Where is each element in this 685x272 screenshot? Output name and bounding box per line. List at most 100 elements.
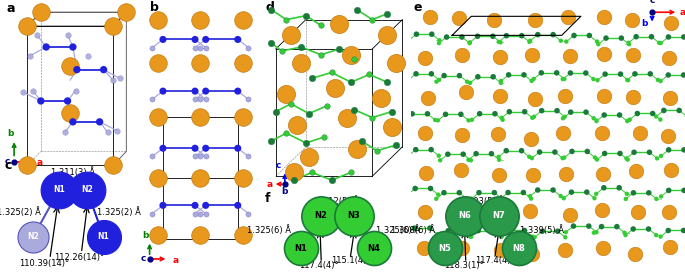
Point [631,35,642,39]
Point [590,155,601,160]
Text: 1.311(3) Å: 1.311(3) Å [51,167,95,177]
Text: b: b [7,129,13,138]
Point [18,90,29,94]
Point [682,114,685,119]
Point [495,196,506,201]
Point [356,139,367,143]
Point [655,118,666,122]
Text: N8: N8 [512,244,525,253]
Point [329,86,340,90]
Point [266,41,277,45]
Point [528,77,539,81]
Point [296,45,307,49]
Point [190,97,201,101]
Point [624,118,635,122]
Point [524,40,535,44]
Point [504,110,515,114]
Point [599,52,610,56]
Text: a: a [37,157,43,166]
Point [596,224,607,229]
Text: e: e [414,1,422,14]
Point [349,107,360,112]
Point [561,172,572,177]
Point [679,148,685,152]
Point [403,154,414,158]
Point [391,143,402,147]
Point [560,94,571,98]
Point [158,37,169,42]
Point [288,170,299,175]
Point [190,203,201,208]
Point [588,77,599,81]
Point [631,169,642,174]
Point [547,188,558,192]
Point [402,192,413,197]
Text: b: b [142,231,149,240]
Point [316,53,327,57]
Point [619,231,630,235]
Point [67,45,78,49]
Point [651,233,662,237]
Point [679,188,685,193]
Text: 110.39(14)°: 110.39(14)° [19,259,69,268]
Point [559,115,570,119]
Point [266,139,277,143]
Text: c: c [649,0,655,5]
Point [200,37,211,42]
Point [561,39,572,44]
Text: N2: N2 [27,232,39,241]
Point [195,60,206,65]
Point [495,248,506,252]
Point [557,156,568,160]
Text: a: a [173,256,178,265]
Point [493,40,504,44]
Point [537,229,548,233]
Point [565,110,576,114]
Point [496,235,507,239]
Point [612,224,623,229]
Point [410,147,421,152]
Point [552,229,563,233]
Point [438,190,449,195]
Text: 118.3(1)°: 118.3(1)° [444,261,484,270]
Point [601,36,612,40]
Text: 117.4(4)°: 117.4(4)° [299,261,339,270]
Point [281,17,292,22]
Point [494,157,505,162]
Point [620,233,631,237]
Point [399,118,410,122]
Point [243,97,254,101]
Point [664,245,675,249]
Point [503,190,514,195]
Point [501,149,512,153]
Point [441,35,452,39]
Point [382,11,393,16]
Point [662,134,673,138]
Point [490,112,501,116]
Point [463,157,474,162]
Point [614,151,625,156]
Point [60,130,71,134]
Point [456,35,467,39]
Point [460,214,471,218]
Point [62,33,73,37]
Text: c: c [276,161,282,171]
Point [656,154,667,158]
Point [351,8,362,12]
Point [382,33,393,38]
Point [664,95,675,100]
Point [564,54,575,58]
Point [473,190,484,195]
Point [319,135,329,139]
Point [422,112,433,116]
Text: N5: N5 [438,244,451,253]
Point [525,194,536,198]
Text: N6: N6 [459,211,471,220]
Point [488,228,499,233]
Point [443,152,453,156]
Point [403,78,414,82]
Point [232,37,243,42]
Point [519,228,530,233]
Point [454,190,465,195]
Point [651,197,662,201]
